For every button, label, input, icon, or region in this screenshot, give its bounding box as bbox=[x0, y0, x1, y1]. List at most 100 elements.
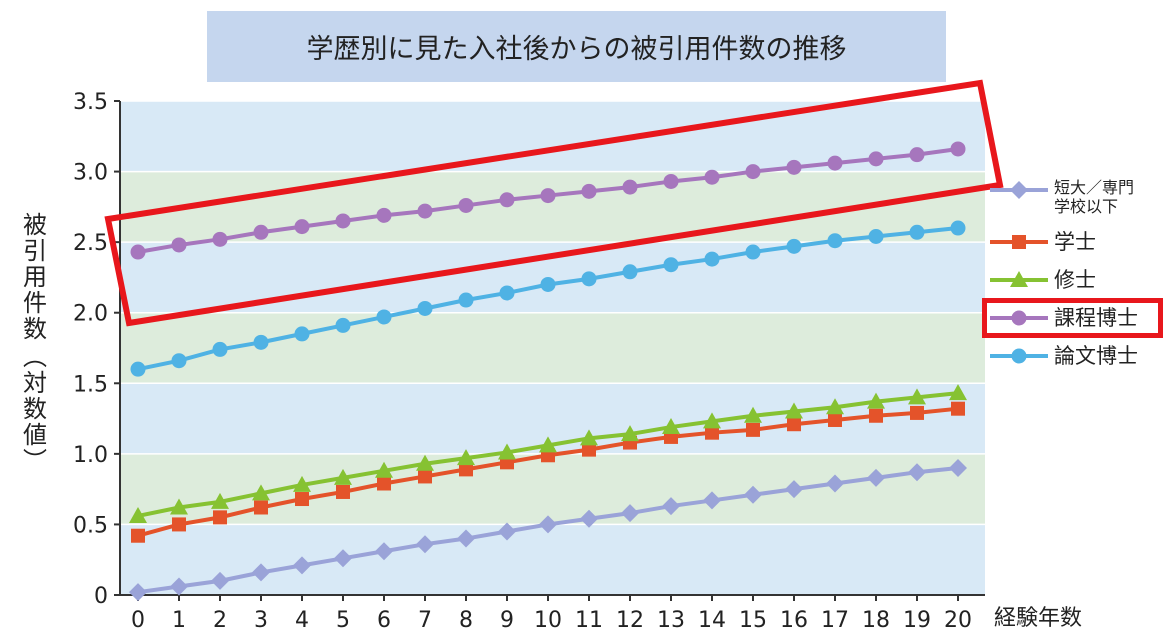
data-point bbox=[703, 412, 721, 429]
data-point bbox=[416, 454, 434, 471]
data-point bbox=[622, 264, 638, 280]
legend-label: 学士 bbox=[1054, 230, 1096, 254]
legend-item-highlighted: 課程博士 bbox=[982, 298, 1163, 338]
x-tick-label: 6 bbox=[377, 608, 391, 633]
x-axis-title: 経験年数 bbox=[994, 606, 1082, 631]
data-point bbox=[662, 497, 680, 516]
x-tick-label: 20 bbox=[944, 608, 972, 633]
data-point bbox=[827, 233, 843, 249]
y-axis-title-char: 引 bbox=[23, 237, 47, 265]
data-point bbox=[294, 326, 310, 342]
legend-label-line: 学校以下 bbox=[1054, 197, 1119, 216]
plot-band bbox=[120, 312, 985, 384]
x-tick-label: 10 bbox=[534, 608, 562, 633]
legend-label: 短大／専門 学校以下 bbox=[1054, 178, 1134, 216]
data-point bbox=[418, 469, 432, 484]
legend-marker bbox=[990, 235, 1048, 249]
data-point bbox=[581, 183, 597, 199]
legend-item: 学士 bbox=[990, 230, 1170, 254]
data-point bbox=[663, 257, 679, 273]
x-tick-label: 15 bbox=[739, 608, 767, 633]
y-tick-label: 2.5 bbox=[73, 231, 108, 256]
chart-title-text: 学歴別に見た入社後からの被引用件数の推移 bbox=[306, 34, 847, 65]
data-point bbox=[213, 510, 227, 525]
plot-band bbox=[120, 524, 985, 595]
data-point bbox=[786, 159, 802, 175]
data-point bbox=[867, 468, 885, 487]
data-point bbox=[212, 231, 228, 247]
y-axis-title: 被引用件数 ︵ 対数値 ︶ bbox=[20, 212, 50, 474]
legend-item: 修士 bbox=[990, 268, 1170, 292]
data-point bbox=[703, 491, 721, 510]
data-point bbox=[335, 213, 351, 229]
data-point bbox=[704, 169, 720, 185]
y-axis-title-main: 被引用件数 bbox=[20, 212, 50, 342]
data-point bbox=[949, 458, 967, 477]
data-point bbox=[254, 500, 268, 515]
plot-band bbox=[120, 453, 985, 525]
data-point bbox=[376, 207, 392, 223]
data-point bbox=[294, 219, 310, 235]
data-point bbox=[417, 300, 433, 316]
x-tick-label: 11 bbox=[575, 608, 603, 633]
data-point bbox=[785, 402, 803, 419]
data-point bbox=[499, 192, 515, 208]
legend-label-line: 短大／専門 bbox=[1054, 178, 1135, 197]
data-point bbox=[744, 485, 762, 504]
x-tick-label: 8 bbox=[459, 608, 473, 633]
y-axis-title-char: 用 bbox=[23, 263, 47, 291]
data-point bbox=[458, 197, 474, 213]
y-tick-label: 3.5 bbox=[73, 90, 108, 115]
data-point bbox=[745, 164, 761, 180]
data-point bbox=[704, 251, 720, 267]
data-point bbox=[786, 238, 802, 254]
data-point bbox=[335, 317, 351, 333]
data-point bbox=[131, 528, 145, 543]
data-point bbox=[212, 341, 228, 357]
data-point bbox=[828, 412, 842, 427]
data-point bbox=[252, 484, 270, 501]
data-point bbox=[129, 583, 147, 602]
data-point bbox=[170, 577, 188, 596]
data-point bbox=[621, 425, 639, 442]
data-point bbox=[253, 334, 269, 350]
data-point bbox=[376, 309, 392, 325]
x-tick-label: 1 bbox=[172, 608, 186, 633]
data-point bbox=[622, 179, 638, 195]
y-tick-label: 0.5 bbox=[73, 513, 108, 538]
data-point bbox=[663, 173, 679, 189]
x-tick-label: 12 bbox=[616, 608, 644, 633]
data-point bbox=[746, 422, 760, 437]
y-axis-title-char: 数 bbox=[23, 315, 47, 343]
y-axis-title-char: 被 bbox=[23, 211, 47, 239]
chart-legend: 短大／専門 学校以下学士修士課程博士論文博士 bbox=[982, 178, 1170, 382]
legend-marker bbox=[990, 348, 1048, 364]
legend-marker bbox=[990, 181, 1048, 199]
x-tick-label: 13 bbox=[657, 608, 685, 633]
legend-marker bbox=[990, 271, 1048, 287]
data-point bbox=[171, 237, 187, 253]
data-point bbox=[539, 515, 557, 534]
y-axis-title-char: 対 bbox=[23, 369, 47, 397]
data-point bbox=[744, 406, 762, 423]
data-point bbox=[949, 384, 967, 401]
data-point bbox=[868, 151, 884, 167]
legend-item: 論文博士 bbox=[990, 344, 1170, 368]
data-point bbox=[621, 504, 639, 523]
x-tick-label: 5 bbox=[336, 608, 350, 633]
y-axis-title-sub: ︵ 対数値 ︶ bbox=[20, 344, 50, 474]
data-point bbox=[171, 353, 187, 369]
x-tick-label: 18 bbox=[862, 608, 890, 633]
x-tick-label: 19 bbox=[903, 608, 931, 633]
data-point bbox=[908, 388, 926, 405]
data-point bbox=[867, 392, 885, 409]
highlight-box bbox=[104, 79, 1004, 327]
data-point bbox=[375, 461, 393, 478]
data-point bbox=[416, 535, 434, 554]
x-tick-label: 7 bbox=[418, 608, 432, 633]
y-tick-label: 2.0 bbox=[73, 302, 108, 327]
x-tick-label: 16 bbox=[780, 608, 808, 633]
y-tick-label: 1.5 bbox=[73, 372, 108, 397]
y-axis-title-char: ︶ bbox=[23, 447, 47, 475]
data-point bbox=[582, 442, 596, 457]
